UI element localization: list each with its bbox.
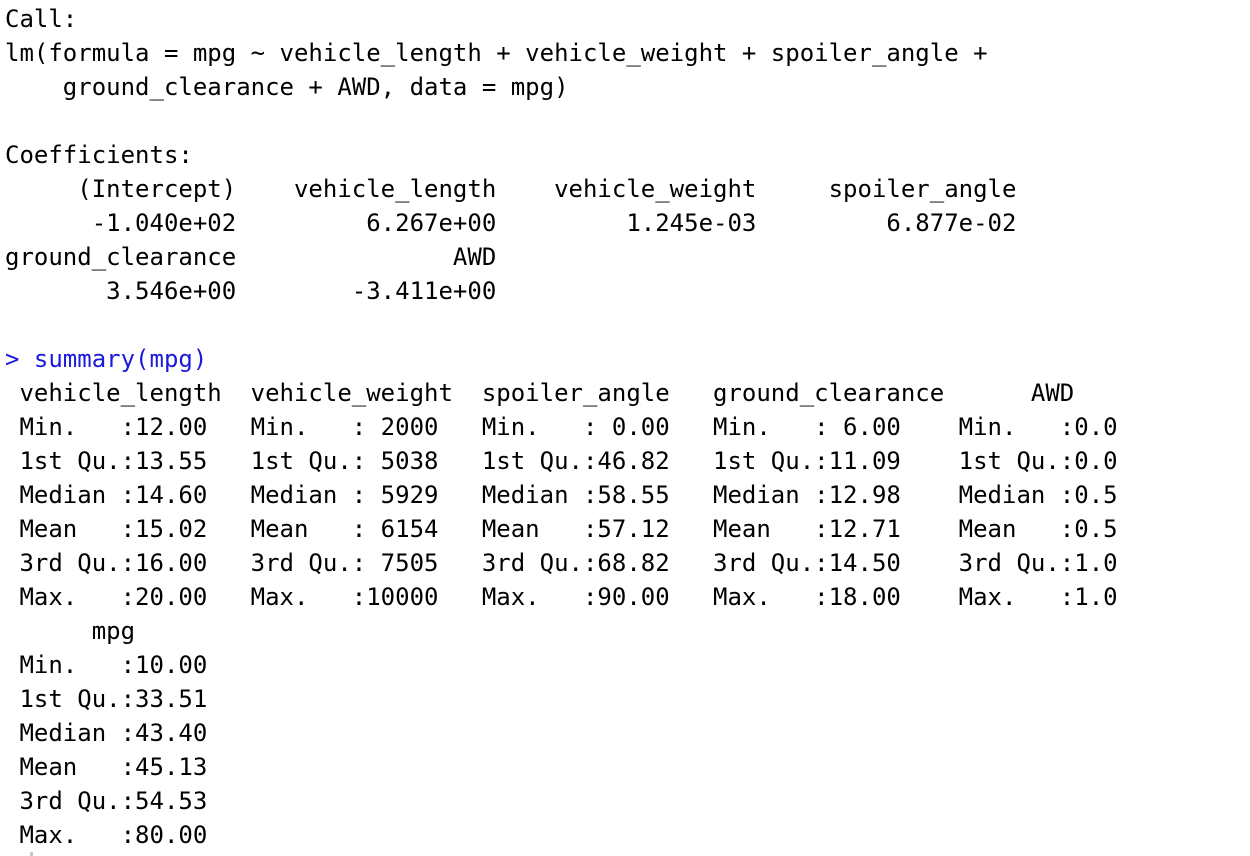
summary-mpg-1st-qu: 1st Qu.:33.51 — [5, 685, 208, 713]
summary-row-median: Median :14.60 Median : 5929 Median :58.5… — [5, 481, 1118, 509]
console-line-coefficients-label: Coefficients: — [5, 141, 193, 169]
coefficients-header-row-2: ground_clearance AWD — [5, 243, 497, 271]
summary-row-max: Max. :20.00 Max. :10000 Max. :90.00 Max.… — [5, 583, 1118, 611]
console-line-call-label: Call: — [5, 5, 78, 33]
summary-row-3rd-qu: 3rd Qu.:16.00 3rd Qu.: 7505 3rd Qu.:68.8… — [5, 549, 1118, 577]
console-line-lm-formula: lm(formula = mpg ~ vehicle_length + vehi… — [5, 39, 988, 67]
summary-row-mean: Mean :15.02 Mean : 6154 Mean :57.12 Mean… — [5, 515, 1118, 543]
r-console-output[interactable]: Call: lm(formula = mpg ~ vehicle_length … — [5, 2, 1245, 852]
summary-mpg-mean: Mean :45.13 — [5, 753, 208, 781]
coefficients-values-row-1: -1.040e+02 6.267e+00 1.245e-03 6.877e-02 — [5, 209, 1017, 237]
coefficients-header-row-1: (Intercept) vehicle_length vehicle_weigh… — [5, 175, 1017, 203]
summary-mpg-min: Min. :10.00 — [5, 651, 208, 679]
coefficients-values-row-2: 3.546e+00 -3.411e+00 — [5, 277, 497, 305]
summary-mpg-max: Max. :80.00 — [5, 821, 208, 849]
summary-header-row: vehicle_length vehicle_weight spoiler_an… — [5, 379, 1075, 407]
console-line-lm-formula-cont: ground_clearance + AWD, data = mpg) — [5, 73, 569, 101]
summary-mpg-3rd-qu: 3rd Qu.:54.53 — [5, 787, 208, 815]
cursor-mark — [30, 852, 33, 856]
summary-mpg-header: mpg — [5, 617, 136, 645]
summary-row-min: Min. :12.00 Min. : 2000 Min. : 0.00 Min.… — [5, 413, 1118, 441]
console-command-summary: > summary(mpg) — [5, 345, 208, 373]
console-line-blank — [5, 104, 1245, 138]
console-line-blank — [5, 308, 1245, 342]
summary-row-1st-qu: 1st Qu.:13.55 1st Qu.: 5038 1st Qu.:46.8… — [5, 447, 1118, 475]
summary-mpg-median: Median :43.40 — [5, 719, 208, 747]
